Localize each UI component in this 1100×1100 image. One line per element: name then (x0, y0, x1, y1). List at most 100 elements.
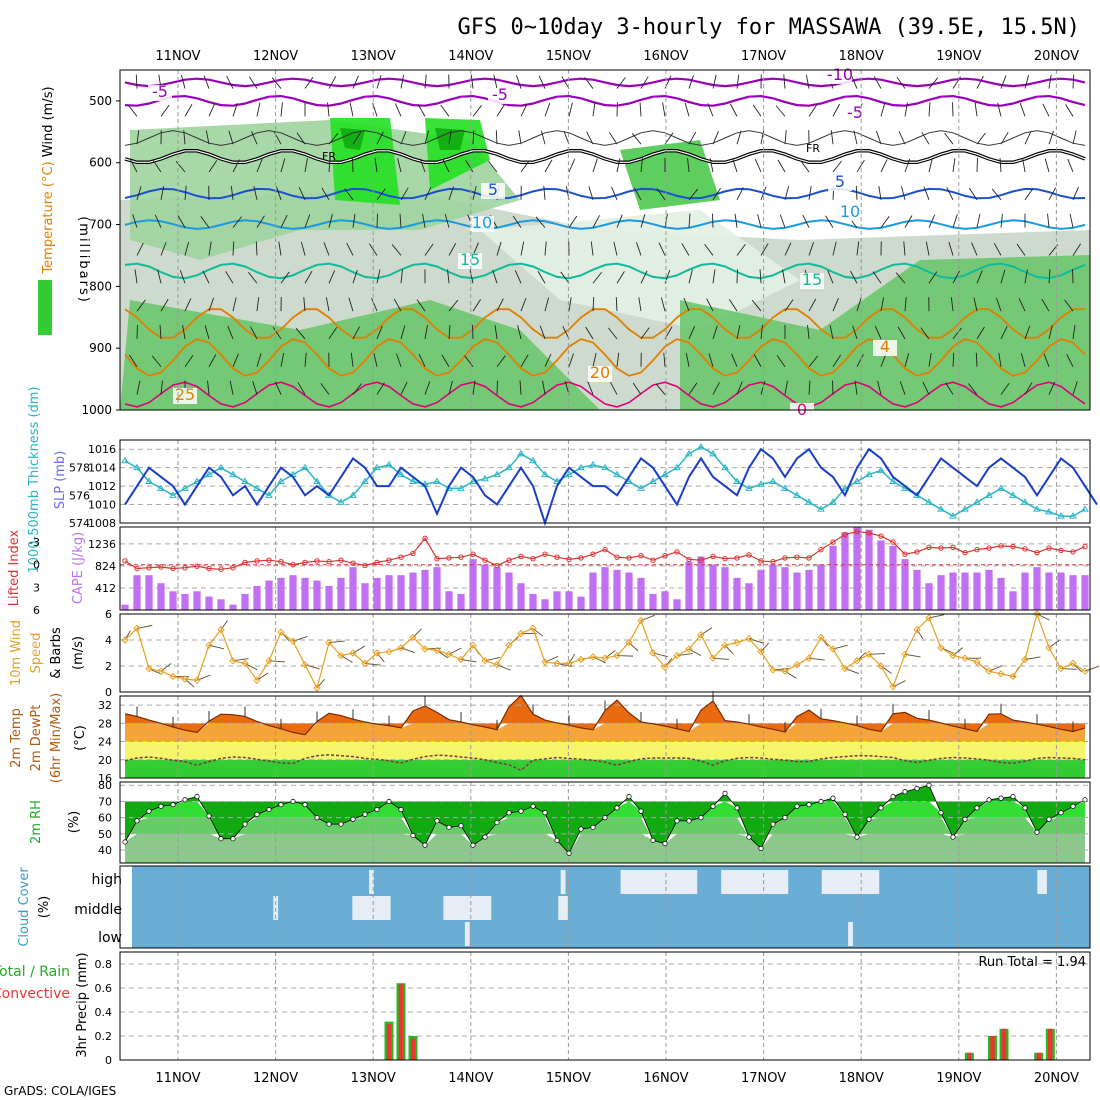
wind-barb (424, 186, 432, 201)
wind-barb (663, 352, 666, 367)
thickness-point (1069, 512, 1077, 519)
li-point (806, 555, 812, 561)
thickness-point (973, 498, 981, 505)
wind-speed-point (349, 649, 357, 657)
wind-barb (616, 158, 621, 173)
cape-bar (433, 567, 441, 610)
wind-barb (352, 383, 362, 395)
thickness-point (253, 484, 261, 491)
wind-barb (296, 132, 306, 145)
wind-barb (730, 103, 738, 117)
wind-speed-point (721, 641, 729, 649)
temp-unit-part: (°C) (73, 725, 88, 751)
cloud-frame (119, 865, 1091, 949)
wind-barb (424, 74, 427, 89)
wind-speed-point (433, 646, 441, 655)
date-label-top: 18NOV (839, 49, 884, 64)
wind-barb (706, 298, 714, 312)
rh-shading-area (680, 255, 1090, 410)
wind-barb (592, 102, 596, 117)
wind-barb (136, 242, 144, 256)
thickness-point (313, 477, 321, 484)
wind-barb (274, 381, 282, 395)
cape-bar (889, 545, 897, 610)
wind-barb (590, 241, 594, 256)
wind-barb (1020, 353, 1026, 367)
wind-speed-point (877, 662, 885, 670)
wind-barb (157, 269, 162, 284)
wind-barb (160, 298, 169, 312)
thickness-point (277, 477, 285, 484)
wind-barb (736, 325, 741, 340)
wind-barb (688, 382, 698, 395)
rh-shading-area (340, 128, 365, 150)
wind-barb (1048, 269, 1051, 284)
wind-barb (232, 353, 239, 367)
wind-barb (535, 216, 546, 228)
wind-barb (592, 271, 602, 284)
temp-wind-label-part: Temperature (°C) (41, 161, 56, 274)
wind-barb (517, 325, 522, 340)
rh2m-unit-part: (%) (67, 811, 82, 834)
cape-bar (385, 575, 393, 610)
li-label: Lifted Index (7, 529, 22, 606)
wind-speed-point (697, 631, 705, 639)
wind-barb (208, 103, 216, 117)
rh2m-ytick: 40 (98, 844, 112, 857)
cape-bar (829, 545, 837, 610)
cape-bar (181, 593, 189, 610)
wind-barb (856, 297, 862, 312)
rh2m-point (890, 794, 896, 800)
wind-barb (416, 299, 426, 312)
wind-barb (611, 186, 618, 200)
cape-bar (901, 559, 909, 610)
cape-bar (1081, 575, 1089, 610)
rh2m-point (266, 806, 272, 813)
li-point (1022, 546, 1028, 552)
wind-barb (760, 380, 766, 395)
wind-barb (1024, 382, 1033, 395)
li-point (830, 539, 836, 545)
wind-barb (709, 158, 714, 173)
wind-barb (376, 325, 383, 340)
wind-speed-point (469, 641, 477, 649)
li-point (338, 557, 344, 563)
isotherm-label: -5 (847, 103, 863, 122)
li-point (794, 554, 800, 560)
temp-frame (119, 695, 1091, 779)
precip-ytick: 0.4 (95, 1006, 113, 1019)
temp-ytick: 28 (98, 717, 112, 730)
wind-barb (945, 382, 954, 395)
li-point (182, 565, 188, 571)
li-point (542, 551, 548, 557)
temp-band-area (125, 759, 1085, 778)
cape-bar (565, 591, 573, 610)
wind-barb (760, 186, 767, 200)
li-point (818, 546, 824, 553)
wind-barb (320, 382, 330, 395)
wind-barb (520, 241, 525, 256)
rh-contour-line (124, 130, 1086, 146)
wind-barb (470, 74, 474, 89)
rh2m-band-area (125, 833, 1085, 863)
wind-speed-point (229, 657, 237, 665)
cloud-unit: (%) (37, 896, 52, 919)
wind-barb (1048, 74, 1052, 89)
wind-barb (853, 130, 858, 145)
wind-barb (904, 102, 908, 117)
li-point (974, 546, 980, 553)
wind-barb (184, 298, 192, 312)
wind-speed-point (673, 651, 681, 660)
cape-bar (277, 577, 285, 610)
wind-barb (520, 297, 527, 312)
wind-barb (639, 102, 642, 117)
rh2m-point (962, 816, 968, 822)
wind-barb (632, 382, 642, 395)
wind-barb (782, 269, 786, 284)
plot-layer: 11NOV 11NOV 12NOV 12NOV 13NOV 13NOV 14NOV 14NOV… (0, 49, 1100, 1086)
wind-barb (348, 297, 354, 312)
wind-barb (323, 242, 330, 256)
cloud-cell (1037, 870, 1047, 894)
wind-barb (208, 160, 218, 173)
